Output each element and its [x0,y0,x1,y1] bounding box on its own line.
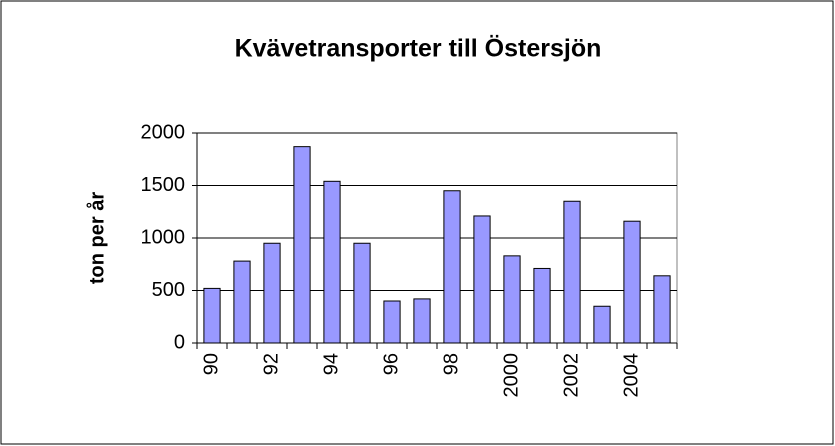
chart-title: Kvävetransporter till Östersjön [235,34,602,63]
x-tick-label: 98 [440,353,462,375]
y-tick-label: 1000 [141,226,186,248]
bar [203,287,221,344]
x-tick-label: 94 [320,353,342,375]
bar [563,200,581,344]
bar [533,267,551,344]
bar [503,255,521,344]
y-tick-label: 1500 [141,174,186,196]
x-tick-label: 96 [380,353,402,375]
bar [473,215,491,344]
x-tick-label: 92 [260,353,282,375]
x-tick-label: 2002 [560,353,582,398]
bar [353,242,371,344]
bar [413,298,431,344]
bar [293,146,311,344]
y-tick-label: 2000 [141,121,186,143]
bar [383,300,401,344]
y-tick-label: 0 [174,331,185,353]
x-tick-label: 90 [200,353,222,375]
y-tick-label: 500 [152,279,185,301]
bar [233,260,251,344]
bar [593,305,611,344]
bar [263,242,281,344]
bar [323,180,341,344]
bar [443,190,461,344]
x-tick-label: 2004 [620,353,642,398]
y-axis-title: ton per år [85,192,108,284]
bar [653,275,671,344]
bar [623,220,641,344]
x-tick-label: 2000 [500,353,522,398]
